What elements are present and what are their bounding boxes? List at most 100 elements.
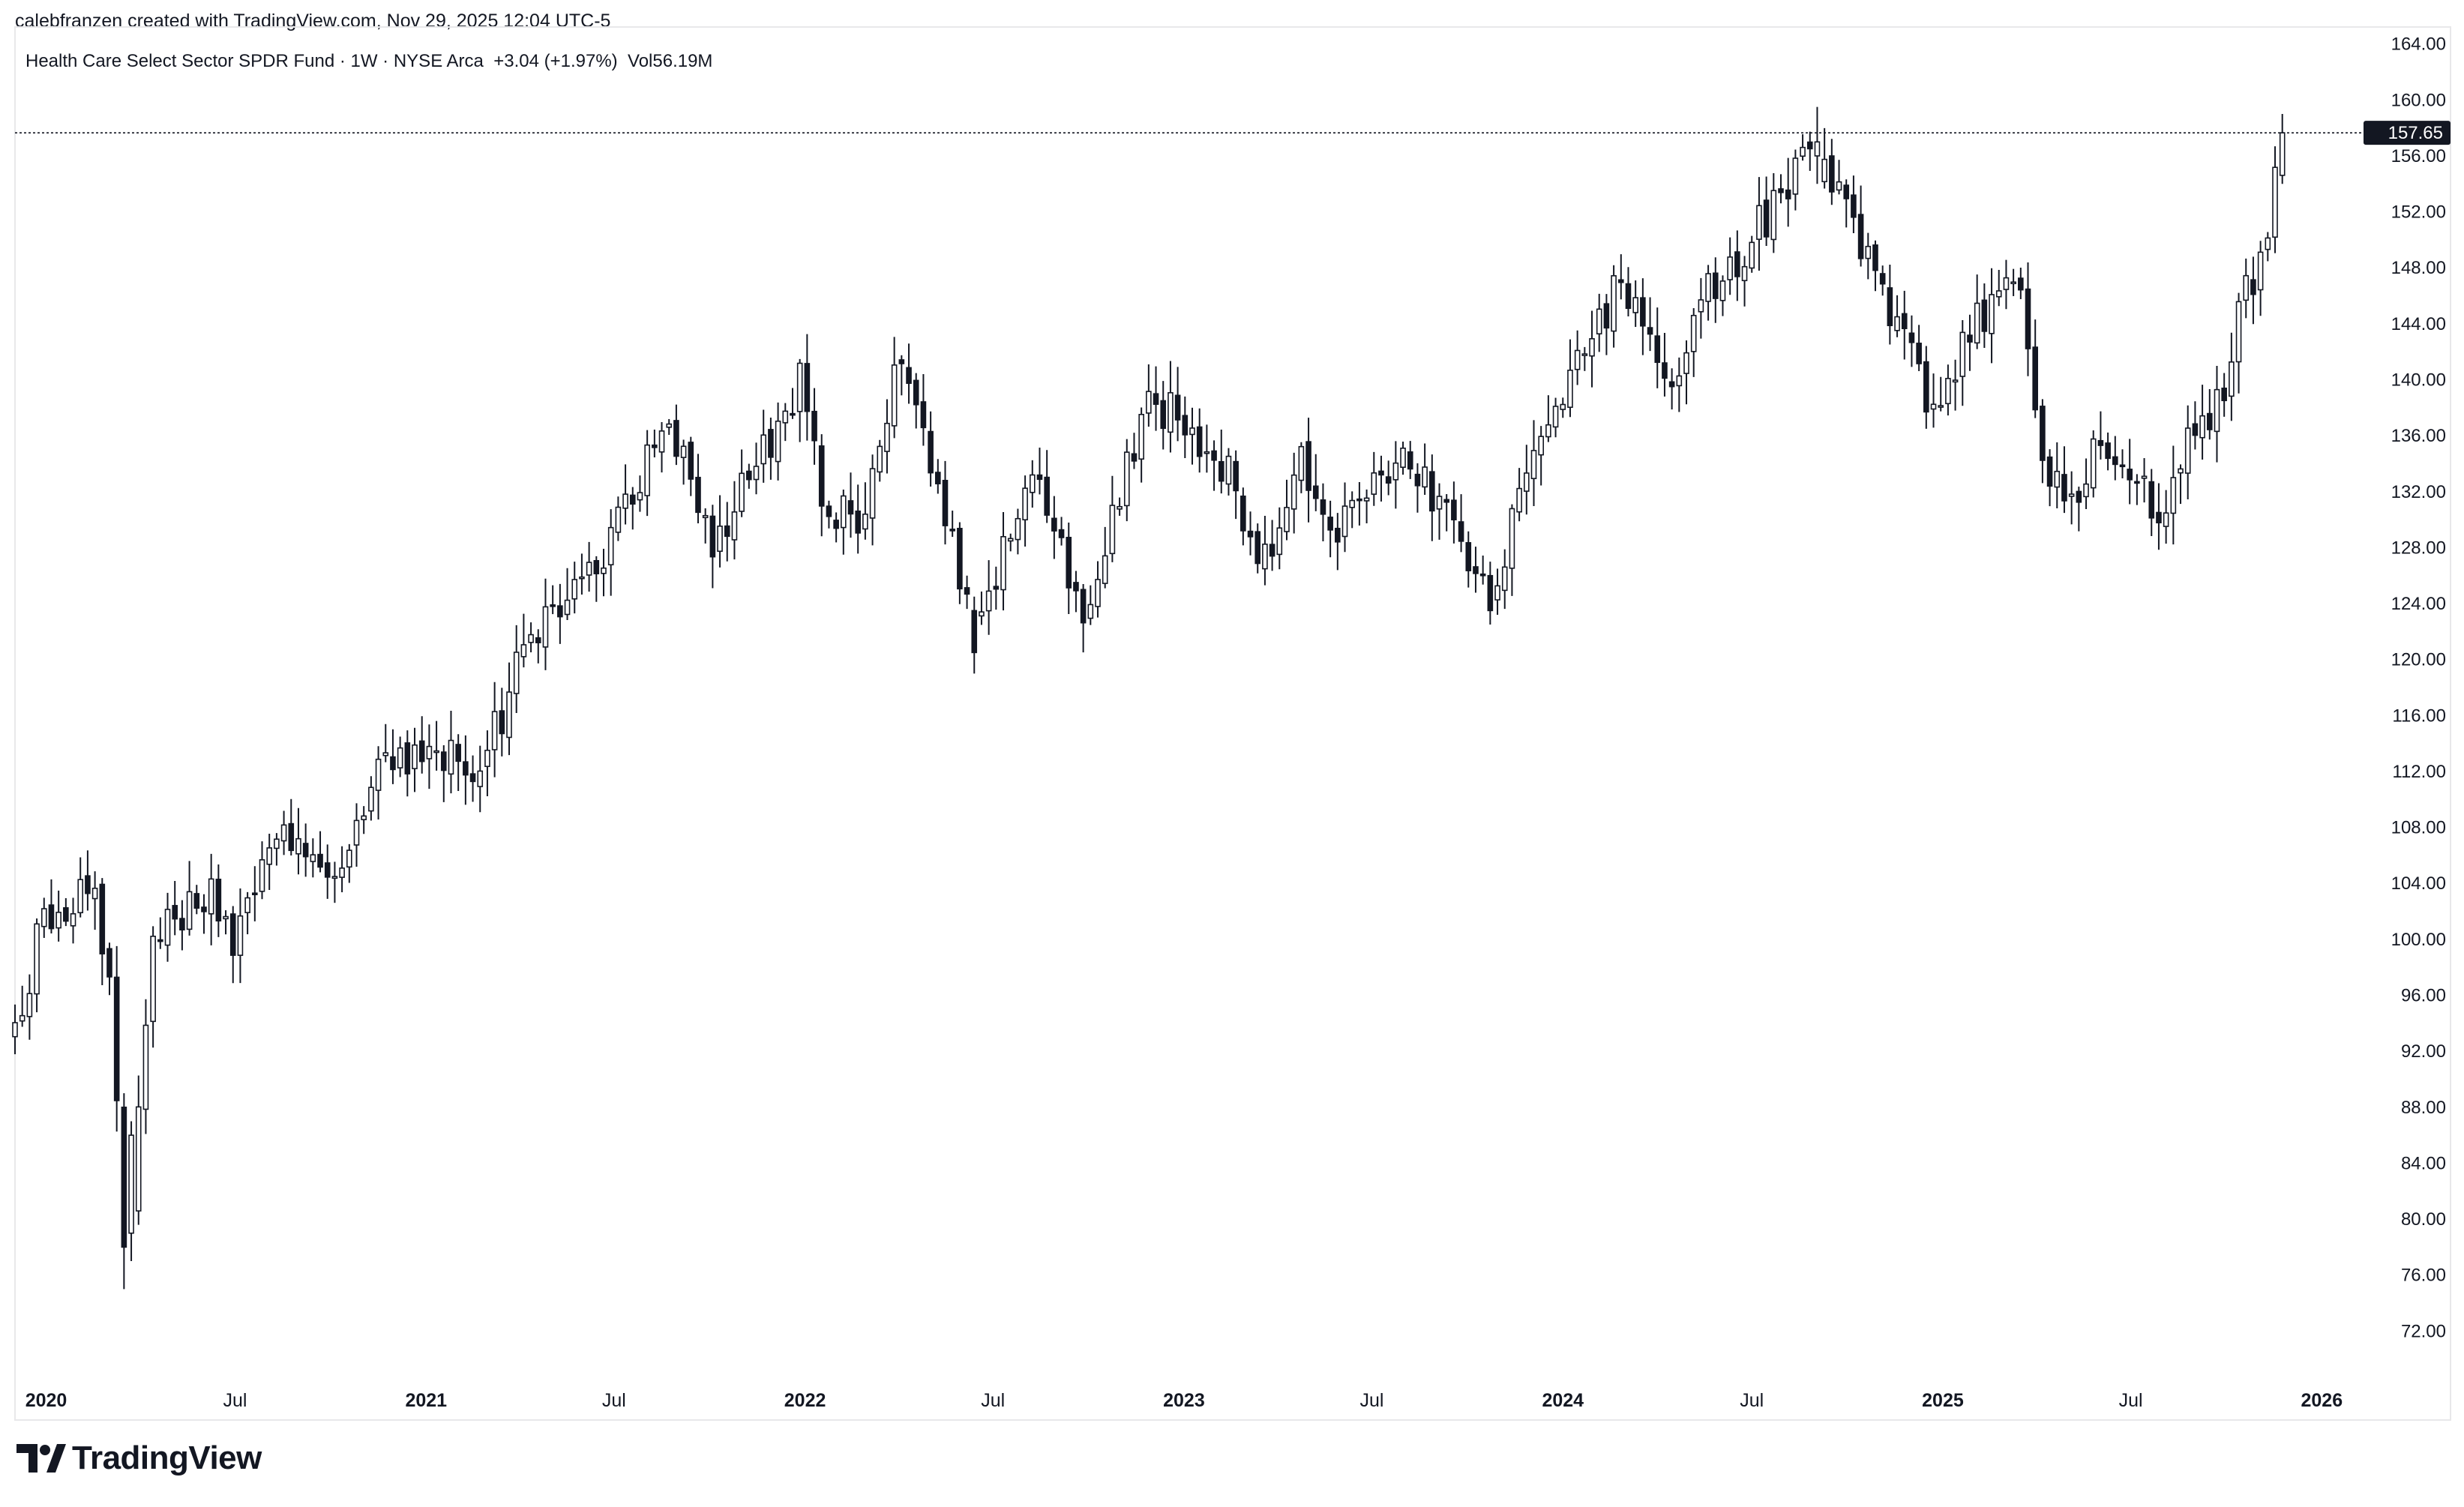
candle-body — [1785, 189, 1791, 199]
candle-body — [2076, 490, 2082, 503]
candle-body — [586, 562, 592, 576]
candle-body — [847, 500, 854, 515]
y-tick-label: 136.00 — [2391, 426, 2446, 446]
y-tick-label: 112.00 — [2392, 762, 2446, 782]
candle-body — [841, 495, 847, 529]
x-tick-label: 2022 — [784, 1390, 826, 1411]
candle-body — [1560, 403, 1566, 410]
candle-body — [1938, 405, 1944, 408]
candle-body — [1058, 529, 1065, 538]
x-tick-label: Jul — [1740, 1390, 1764, 1411]
candle-body — [208, 878, 214, 915]
candle-body — [1851, 194, 1857, 218]
candle-body — [695, 476, 701, 514]
candle-body — [1335, 527, 1341, 543]
candle-body — [898, 359, 905, 364]
candle-body — [913, 379, 919, 406]
candle-body — [2018, 277, 2024, 291]
candle-body — [1443, 499, 1450, 503]
candle-body — [2061, 474, 2067, 502]
candle-body — [2156, 511, 2162, 524]
candle-body — [934, 472, 941, 484]
candle-body — [1233, 460, 1239, 492]
candle-body — [601, 567, 607, 574]
candle-body — [1836, 181, 1842, 191]
candle-body — [557, 605, 563, 618]
candle-body — [1792, 157, 1799, 195]
candle-body — [2148, 481, 2155, 519]
y-tick-label: 120.00 — [2391, 650, 2446, 670]
candle-body — [2134, 481, 2140, 484]
candle-body — [1923, 361, 1929, 413]
candle-body — [12, 1022, 18, 1038]
candle-body — [1036, 474, 1043, 481]
y-tick-label: 152.00 — [2391, 202, 2446, 223]
candle-body — [1204, 451, 1210, 454]
candle-body — [186, 891, 193, 930]
candle-body — [1262, 544, 1268, 570]
y-tick-label: 100.00 — [2391, 930, 2446, 950]
candle-body — [535, 637, 541, 643]
candle-body — [1153, 393, 1159, 405]
candle-body — [1320, 499, 1326, 515]
candle-body — [1894, 316, 1900, 331]
candle-body — [1945, 378, 1951, 405]
candle-body — [2083, 483, 2089, 498]
x-tick-label: 2026 — [2301, 1390, 2343, 1411]
y-tick-label: 124.00 — [2391, 594, 2446, 614]
candle-body — [215, 878, 222, 922]
candle-body — [1051, 517, 1057, 532]
x-axis: 2020 Jul 2021 Jul 2022 Jul 2023 Jul 2024 Jul 2025 J… — [25, 1390, 2343, 1411]
chart-border — [14, 26, 2451, 1421]
candle-body — [324, 862, 331, 878]
candle-body — [1967, 334, 1973, 343]
last-price-label-text: 157.65 — [2388, 123, 2443, 143]
candle-body — [564, 599, 571, 616]
candle-body — [499, 710, 505, 735]
candle-body — [1269, 544, 1275, 557]
candle-body — [1422, 466, 1428, 488]
candle-body — [1312, 485, 1319, 499]
candle-body — [2235, 301, 2242, 363]
candle-body — [1254, 531, 1261, 565]
candle-body — [607, 526, 614, 566]
candle-body — [717, 526, 723, 553]
candle-body — [288, 822, 295, 852]
candle-body — [906, 367, 912, 385]
candle-body — [1741, 265, 1748, 282]
candle-body — [1778, 188, 1784, 193]
candle-body — [1378, 470, 1384, 476]
candle-body — [193, 893, 200, 909]
candle-body — [1168, 392, 1174, 433]
candle-body — [1095, 579, 1101, 607]
candle-body — [1022, 487, 1028, 521]
x-tick-label: 2020 — [25, 1390, 67, 1411]
candle-body — [2068, 493, 2075, 497]
candle-body — [1887, 287, 1893, 327]
candle-body — [150, 936, 156, 1023]
candle-body — [985, 590, 992, 612]
candle-body — [2127, 469, 2133, 481]
candle-body — [280, 824, 287, 842]
candle-body — [1574, 349, 1581, 370]
candle-body — [223, 915, 229, 920]
candle-body — [1240, 495, 1246, 532]
x-tick-label: Jul — [223, 1390, 247, 1411]
candle-body — [331, 876, 338, 879]
candle-body — [491, 711, 498, 751]
candle-body — [1349, 499, 1356, 508]
candle-body — [2046, 456, 2053, 487]
candle-body — [782, 410, 789, 424]
tradingview-logo[interactable]: TradingView — [16, 1440, 262, 1477]
candle-body — [2010, 281, 2016, 285]
candle-body — [1719, 280, 1726, 301]
candle-body — [121, 1107, 127, 1248]
candle-body — [382, 752, 389, 756]
x-tick-label: Jul — [602, 1390, 626, 1411]
candle-body — [1952, 379, 1959, 383]
candle-body — [1806, 141, 1813, 150]
candle-body — [2054, 470, 2061, 488]
candle-body — [1879, 273, 1886, 285]
candle-body — [1436, 496, 1443, 510]
